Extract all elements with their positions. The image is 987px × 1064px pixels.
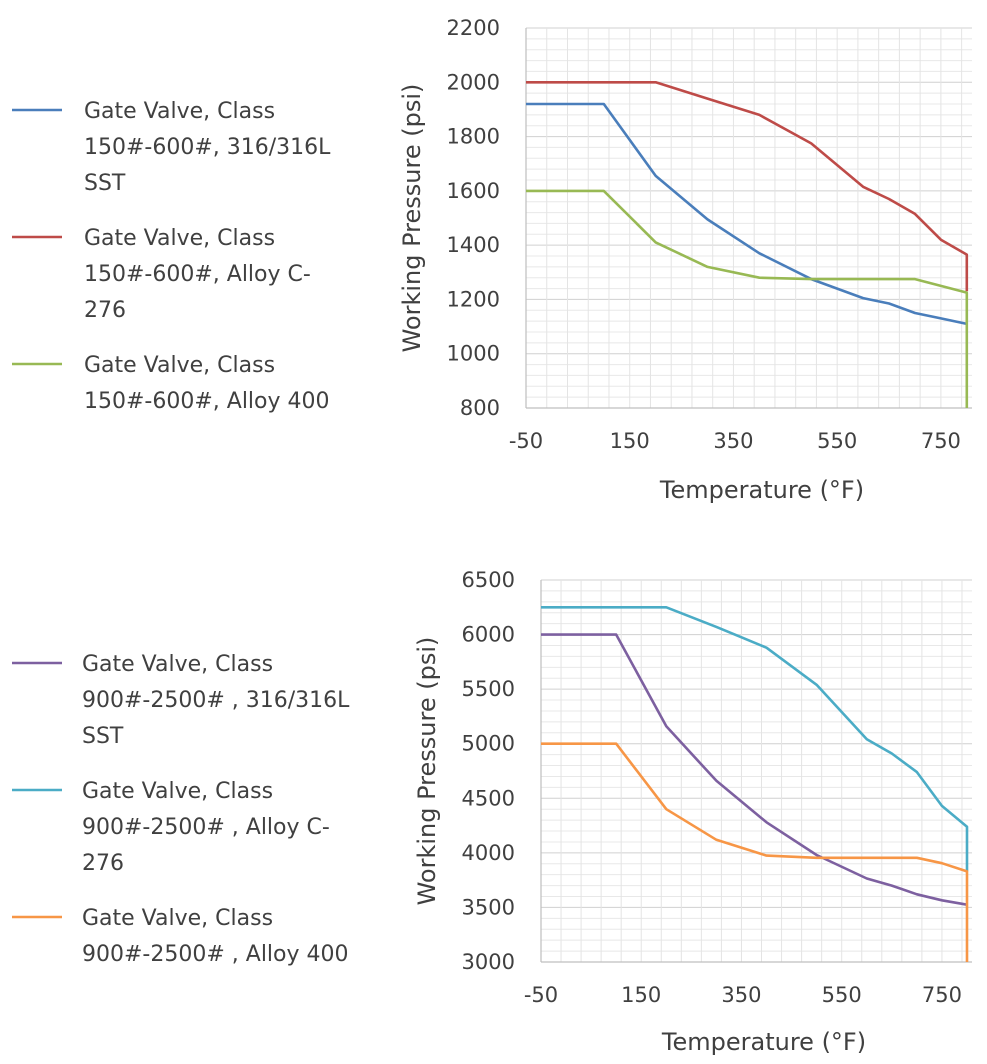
legend-item: Gate Valve, Class 900#-2500# , Alloy C- 27… bbox=[12, 779, 330, 876]
legend-label: Gate Valve, Class bbox=[82, 906, 273, 931]
y-tick-label: 800 bbox=[460, 396, 500, 420]
chart-1: 800 1000 1200 1400 1600 1800 2000 2200 -50 150 350… bbox=[12, 16, 972, 504]
gridlines bbox=[525, 27, 972, 409]
gridlines bbox=[540, 579, 972, 963]
legend-label: 150#-600#, 316/316L bbox=[84, 135, 331, 160]
legend-label: 276 bbox=[84, 298, 126, 323]
y-axis-title: Working Pressure (psi) bbox=[413, 637, 441, 906]
y-tick-label: 5000 bbox=[462, 732, 515, 756]
legend-label: Gate Valve, Class bbox=[84, 226, 275, 251]
y-tick-label: 2200 bbox=[447, 16, 500, 40]
legend-item: Gate Valve, Class 900#-2500# , 316/316L SS… bbox=[12, 652, 350, 749]
y-tick-label: 5500 bbox=[462, 677, 515, 701]
legend: Gate Valve, Class 900#-2500# , 316/316L SS… bbox=[12, 652, 350, 967]
y-tick-label: 2000 bbox=[447, 70, 500, 94]
x-tick-label: 750 bbox=[921, 429, 961, 453]
x-axis-title: Temperature (°F) bbox=[659, 476, 864, 504]
series-line-2 bbox=[526, 81, 969, 292]
y-tick-label: 1000 bbox=[447, 342, 500, 366]
y-tick-label: 6000 bbox=[462, 623, 515, 647]
series-line-3 bbox=[541, 742, 969, 962]
legend-label: SST bbox=[82, 724, 124, 749]
legend-label: 900#-2500# , 316/316L bbox=[82, 688, 350, 713]
legend-label: Gate Valve, Class bbox=[84, 99, 275, 124]
legend-label: 150#-600#, Alloy C- bbox=[84, 262, 311, 287]
x-tick-label: 550 bbox=[822, 983, 862, 1007]
y-tick-label: 4000 bbox=[462, 841, 515, 865]
legend-label: 150#-600#, Alloy 400 bbox=[84, 389, 330, 414]
legend-label: Gate Valve, Class bbox=[84, 353, 275, 378]
x-axis-title: Temperature (°F) bbox=[661, 1028, 866, 1056]
y-tick-label: 1600 bbox=[447, 179, 500, 203]
y-tick-label: 3500 bbox=[462, 895, 515, 919]
x-tick-label: 150 bbox=[621, 983, 661, 1007]
series-line-2 bbox=[541, 605, 969, 872]
series-line-1 bbox=[541, 633, 968, 906]
x-tick-label: -50 bbox=[509, 429, 543, 453]
y-tick-label: 6500 bbox=[462, 568, 515, 592]
y-tick-label: 1400 bbox=[447, 233, 500, 257]
y-tick-label: 1200 bbox=[447, 287, 500, 311]
x-tick-label: 750 bbox=[922, 983, 962, 1007]
legend-label: 276 bbox=[82, 851, 124, 876]
x-tick-label: 350 bbox=[713, 429, 753, 453]
legend-label: Gate Valve, Class bbox=[82, 779, 273, 804]
y-tick-label: 1800 bbox=[447, 125, 500, 149]
legend-label: SST bbox=[84, 171, 126, 196]
y-axis-title: Working Pressure (psi) bbox=[398, 84, 426, 353]
y-tick-label: 3000 bbox=[462, 950, 515, 974]
chart-2: 3000 3500 4000 4500 5000 5500 6000 6500 -50 150 35… bbox=[12, 568, 972, 1056]
legend-label: 900#-2500# , Alloy C- bbox=[82, 815, 330, 840]
legend-item: Gate Valve, Class 150#-600#, Alloy C- 276 bbox=[12, 226, 311, 323]
series-line-3 bbox=[526, 189, 969, 408]
x-tick-label: 150 bbox=[610, 429, 650, 453]
y-tick-label: 4500 bbox=[462, 786, 515, 810]
x-tick-label: 350 bbox=[721, 983, 761, 1007]
x-tick-label: -50 bbox=[524, 983, 558, 1007]
legend-label: Gate Valve, Class bbox=[82, 652, 273, 677]
legend-item: Gate Valve, Class 900#-2500# , Alloy 400 bbox=[12, 906, 349, 967]
legend-label: 900#-2500# , Alloy 400 bbox=[82, 942, 349, 967]
legend-item: Gate Valve, Class 150#-600#, 316/316L SST bbox=[12, 99, 331, 196]
legend-item: Gate Valve, Class 150#-600#, Alloy 400 bbox=[12, 353, 330, 414]
x-tick-label: 550 bbox=[817, 429, 857, 453]
